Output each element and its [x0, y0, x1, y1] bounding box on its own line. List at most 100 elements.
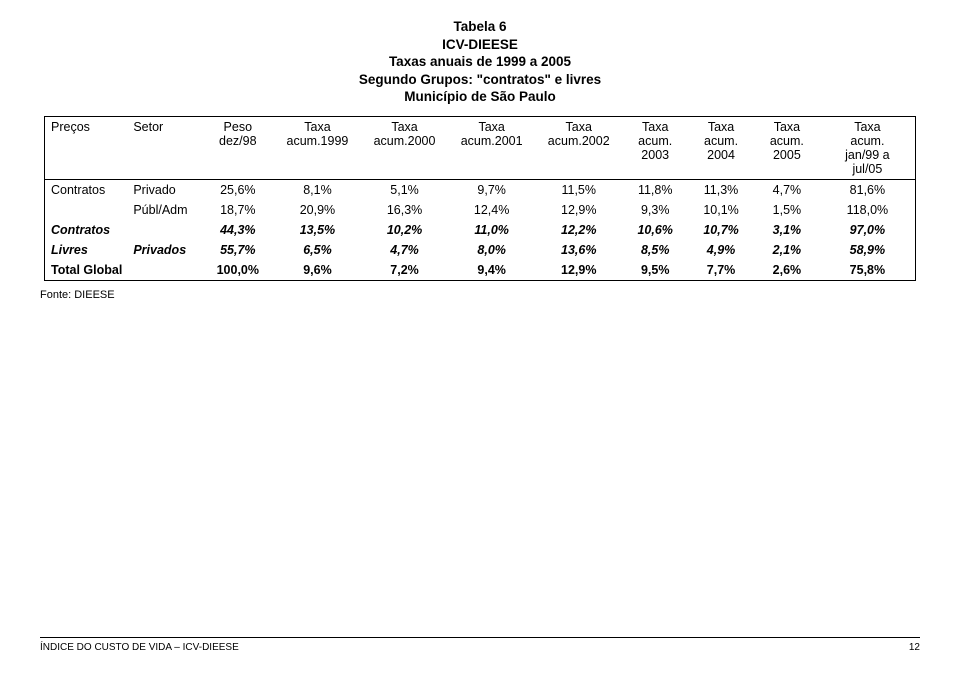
- hdr-c2l1: Peso: [224, 120, 253, 134]
- cell-subtotal-label: Livres: [45, 240, 128, 260]
- title-line-3: Taxas anuais de 1999 a 2005: [40, 53, 920, 71]
- cell-value: 4,7%: [754, 179, 820, 200]
- cell-value: 1,5%: [754, 200, 820, 220]
- hdr-c10l2: acum.: [850, 134, 884, 148]
- table-row: Livres Privados 55,7% 6,5% 4,7% 8,0% 13,…: [45, 240, 916, 260]
- table-container: Preços Setor Peso dez/98 Taxa acum.1999: [44, 116, 916, 281]
- cell-value: 13,5%: [274, 220, 361, 240]
- cell-value: 20,9%: [274, 200, 361, 220]
- col-header-1999: Taxa acum.1999: [274, 116, 361, 179]
- cell-value: 7,7%: [688, 260, 754, 281]
- title-line-5: Município de São Paulo: [40, 88, 920, 106]
- cell-value: 10,1%: [688, 200, 754, 220]
- hdr-c3l1: Taxa: [304, 120, 330, 134]
- source-note: Fonte: DIEESE: [40, 289, 920, 301]
- hdr-precos: Preços: [51, 120, 90, 134]
- cell-value: 12,9%: [535, 200, 622, 220]
- hdr-c5l2: acum.2001: [461, 134, 523, 148]
- cell-value: 9,3%: [622, 200, 688, 220]
- cell-value: 3,1%: [754, 220, 820, 240]
- col-header-2000: Taxa acum.2000: [361, 116, 448, 179]
- col-header-2005: Taxa acum. 2005: [754, 116, 820, 179]
- cell-value: 11,3%: [688, 179, 754, 200]
- col-header-2004: Taxa acum. 2004: [688, 116, 754, 179]
- col-header-2002: Taxa acum.2002: [535, 116, 622, 179]
- hdr-c9l2: acum.: [770, 134, 804, 148]
- cell-value: 118,0%: [820, 200, 916, 220]
- hdr-setor: Setor: [133, 120, 163, 134]
- cell-value: 4,9%: [688, 240, 754, 260]
- cell-value: 2,6%: [754, 260, 820, 281]
- hdr-c4l1: Taxa: [391, 120, 417, 134]
- col-header-2001: Taxa acum.2001: [448, 116, 535, 179]
- cell-value: 12,2%: [535, 220, 622, 240]
- hdr-c6l1: Taxa: [566, 120, 592, 134]
- table-row: Públ/Adm 18,7% 20,9% 16,3% 12,4% 12,9% 9…: [45, 200, 916, 220]
- page-footer: ÍNDICE DO CUSTO DE VIDA – ICV-DIEESE 12: [40, 637, 920, 653]
- hdr-c9l3: 2005: [773, 148, 801, 162]
- cell-value: 16,3%: [361, 200, 448, 220]
- table-row: Contratos 44,3% 13,5% 10,2% 11,0% 12,2% …: [45, 220, 916, 240]
- table-title: Tabela 6 ICV-DIEESE Taxas anuais de 1999…: [40, 18, 920, 106]
- hdr-c10l4: jul/05: [852, 162, 882, 176]
- cell-value: 11,5%: [535, 179, 622, 200]
- hdr-c8l2: acum.: [704, 134, 738, 148]
- cell-value: 10,6%: [622, 220, 688, 240]
- hdr-c2l2: dez/98: [219, 134, 257, 148]
- cell-setor: [127, 220, 201, 240]
- cell-setor: Privado: [127, 179, 201, 200]
- cell-value: 55,7%: [202, 240, 274, 260]
- col-header-setor: Setor: [127, 116, 201, 179]
- hdr-c8l1: Taxa: [708, 120, 734, 134]
- cell-value: 10,7%: [688, 220, 754, 240]
- cell-value: 12,4%: [448, 200, 535, 220]
- cell-value: 2,1%: [754, 240, 820, 260]
- col-header-peso: Peso dez/98: [202, 116, 274, 179]
- cell-value: 4,7%: [361, 240, 448, 260]
- cell-value: 25,6%: [202, 179, 274, 200]
- cell-value: 100,0%: [202, 260, 274, 281]
- col-header-precos: Preços: [45, 116, 128, 179]
- cell-value: 97,0%: [820, 220, 916, 240]
- cell-value: 11,8%: [622, 179, 688, 200]
- cell-value: 58,9%: [820, 240, 916, 260]
- cell-value: 11,0%: [448, 220, 535, 240]
- hdr-c3l2: acum.1999: [287, 134, 349, 148]
- cell-value: 8,1%: [274, 179, 361, 200]
- title-line-4: Segundo Grupos: "contratos" e livres: [40, 71, 920, 89]
- cell-value: 13,6%: [535, 240, 622, 260]
- cell-value: 18,7%: [202, 200, 274, 220]
- cell-value: 6,5%: [274, 240, 361, 260]
- hdr-c7l3: 2003: [641, 148, 669, 162]
- cell-value: 9,6%: [274, 260, 361, 281]
- table-row-total: Total Global 100,0% 9,6% 7,2% 9,4% 12,9%…: [45, 260, 916, 281]
- cell-value: 9,4%: [448, 260, 535, 281]
- title-line-1: Tabela 6: [40, 18, 920, 36]
- cell-value: 5,1%: [361, 179, 448, 200]
- hdr-c5l1: Taxa: [478, 120, 504, 134]
- hdr-c7l2: acum.: [638, 134, 672, 148]
- page: Tabela 6 ICV-DIEESE Taxas anuais de 1999…: [0, 0, 960, 675]
- cell-total-label: Total Global: [45, 260, 202, 281]
- cell-value: 8,0%: [448, 240, 535, 260]
- hdr-c8l3: 2004: [707, 148, 735, 162]
- cell-setor: Públ/Adm: [127, 200, 201, 220]
- cell-value: 10,2%: [361, 220, 448, 240]
- title-line-2: ICV-DIEESE: [40, 36, 920, 54]
- cell-value: 12,9%: [535, 260, 622, 281]
- footer-page-number: 12: [909, 642, 920, 653]
- cell-value: 9,5%: [622, 260, 688, 281]
- table-row: Contratos Privado 25,6% 8,1% 5,1% 9,7% 1…: [45, 179, 916, 200]
- data-table: Preços Setor Peso dez/98 Taxa acum.1999: [44, 116, 916, 281]
- hdr-c4l2: acum.2000: [374, 134, 436, 148]
- hdr-c10l3: jan/99 a: [845, 148, 889, 162]
- footer-left: ÍNDICE DO CUSTO DE VIDA – ICV-DIEESE: [40, 642, 239, 653]
- cell-value: 7,2%: [361, 260, 448, 281]
- cell-precos: [45, 200, 128, 220]
- cell-subtotal-label: Contratos: [45, 220, 128, 240]
- cell-precos: Contratos: [45, 179, 128, 200]
- hdr-c6l2: acum.2002: [548, 134, 610, 148]
- hdr-c9l1: Taxa: [774, 120, 800, 134]
- col-header-jan99-jul05: Taxa acum. jan/99 a jul/05: [820, 116, 916, 179]
- cell-value: 8,5%: [622, 240, 688, 260]
